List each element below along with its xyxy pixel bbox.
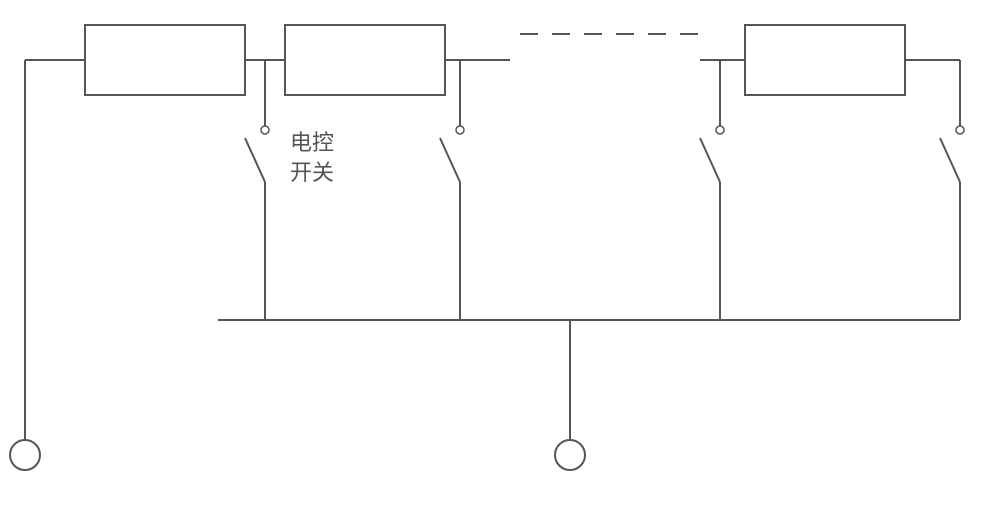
component-block — [285, 25, 445, 95]
switch — [245, 126, 269, 210]
switch — [700, 126, 724, 210]
switch — [440, 126, 464, 210]
switch — [940, 126, 964, 210]
switch-label-line1: 电控 — [290, 130, 334, 155]
switch-label-line2: 开关 — [290, 160, 334, 185]
circuit-diagram: 电控开关 — [0, 0, 1000, 505]
component-block — [745, 25, 905, 95]
component-block — [85, 25, 245, 95]
terminal — [10, 440, 40, 470]
terminal — [555, 440, 585, 470]
